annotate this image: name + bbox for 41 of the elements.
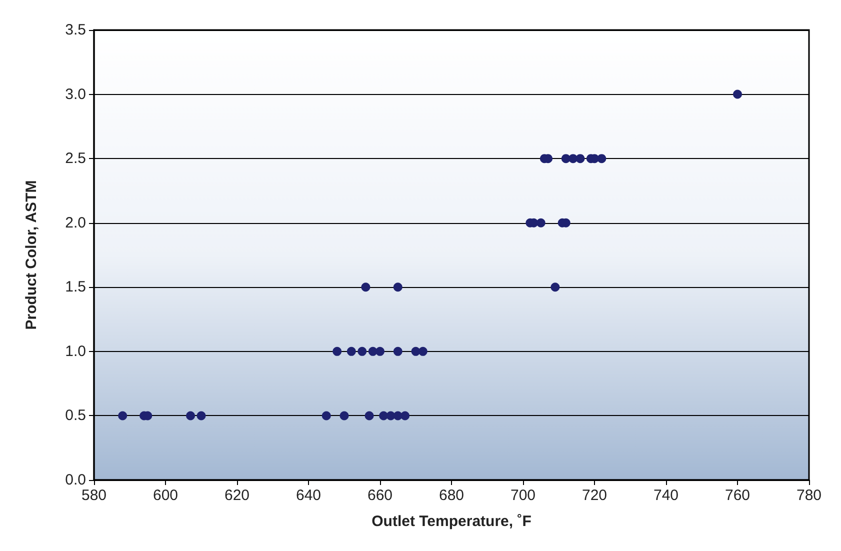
point xyxy=(364,411,374,420)
point xyxy=(196,411,206,420)
x-tick-label: 680 xyxy=(438,487,464,504)
point xyxy=(418,346,428,356)
point xyxy=(322,411,331,420)
point xyxy=(536,218,546,228)
x-tick-label: 760 xyxy=(724,487,750,504)
y-tick-label: 2.5 xyxy=(65,150,86,168)
x-tick-label: 640 xyxy=(296,487,322,504)
y-tick-label: 0.5 xyxy=(65,407,86,424)
point xyxy=(393,282,402,292)
point xyxy=(576,154,585,164)
y-axis-title: Product Color, ASTM xyxy=(23,180,40,330)
point xyxy=(358,346,367,356)
point xyxy=(393,346,402,356)
point xyxy=(376,346,384,356)
x-tick-label: 780 xyxy=(796,487,822,504)
x-tick-label: 700 xyxy=(510,487,536,504)
point xyxy=(400,411,410,420)
y-tick-label: 1.5 xyxy=(65,278,86,296)
x-tick-label: 580 xyxy=(81,487,107,504)
point xyxy=(346,346,356,356)
point xyxy=(597,154,606,164)
x-tick-label: 660 xyxy=(367,487,393,504)
y-tick-label: 3.0 xyxy=(65,86,86,103)
x-tick-label: 740 xyxy=(653,487,679,504)
point xyxy=(733,90,742,99)
x-axis-title: Outlet Temperature, ˚F xyxy=(372,513,532,530)
y-tick-label: 3.5 xyxy=(65,22,86,38)
y-tick-label: 2.0 xyxy=(65,214,86,232)
x-tick-label: 600 xyxy=(152,487,178,504)
point xyxy=(332,346,342,356)
point xyxy=(550,282,560,292)
point xyxy=(118,411,128,420)
x-tick-label: 720 xyxy=(582,487,608,504)
x-tick-label: 620 xyxy=(224,487,250,504)
y-tick-label: 0.0 xyxy=(65,472,86,488)
y-tick-label: 1.0 xyxy=(65,342,86,360)
point xyxy=(186,411,196,420)
point xyxy=(361,282,370,292)
point xyxy=(340,411,349,420)
